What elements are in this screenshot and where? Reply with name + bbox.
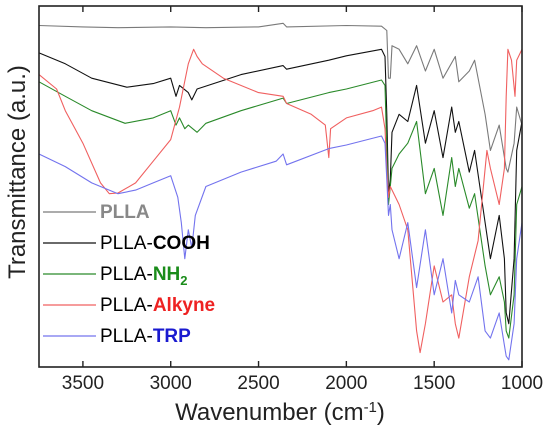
legend-label-prefix: PLLA — [100, 202, 150, 223]
legend-label-2: PLLA-NH2 — [100, 264, 188, 288]
x-tick-label: 3500 — [62, 373, 104, 394]
legend-label-suffix: COOH — [153, 233, 210, 254]
legend-label-4: PLLA-TRP — [100, 326, 191, 347]
legend-label-prefix: PLLA- — [100, 233, 153, 254]
series-line-1 — [38, 48, 523, 325]
x-tick-label: 2000 — [325, 373, 367, 394]
legend-label-1: PLLA-COOH — [100, 233, 210, 254]
legend-label-subscript: 2 — [180, 273, 187, 288]
x-axis-title: Wavenumber (cm-1) — [175, 399, 385, 427]
y-axis-title: Transmittance (a.u.) — [4, 65, 31, 279]
legend-label-suffix: TRP — [153, 326, 191, 347]
x-tick-label: 1000 — [501, 373, 543, 394]
legend-label-prefix: PLLA- — [100, 264, 153, 285]
x-axis-title-close: ) — [377, 399, 385, 426]
x-tick-label: 2500 — [237, 373, 279, 394]
legend-label-suffix: Alkyne — [153, 295, 215, 316]
legend-label-3: PLLA-Alkyne — [100, 295, 215, 316]
x-ticks: 3500 3000 2500 2000 1500 1000 — [62, 6, 543, 394]
series-line-0 — [38, 22, 523, 173]
series-line-3 — [38, 48, 523, 354]
x-tick-label: 3000 — [150, 373, 192, 394]
legend-label-suffix: NH — [153, 264, 180, 285]
x-axis-title-text: Wavenumber (cm — [175, 399, 363, 426]
plot-frame — [38, 5, 523, 368]
series-layer — [38, 22, 523, 361]
legend-label-prefix: PLLA- — [100, 295, 153, 316]
series-line-4 — [38, 135, 523, 361]
x-axis-title-sup: -1 — [364, 399, 377, 416]
legend-label-0: PLLA — [100, 202, 150, 223]
x-tick-label: 1500 — [413, 373, 455, 394]
legend-label-prefix: PLLA- — [100, 326, 153, 347]
